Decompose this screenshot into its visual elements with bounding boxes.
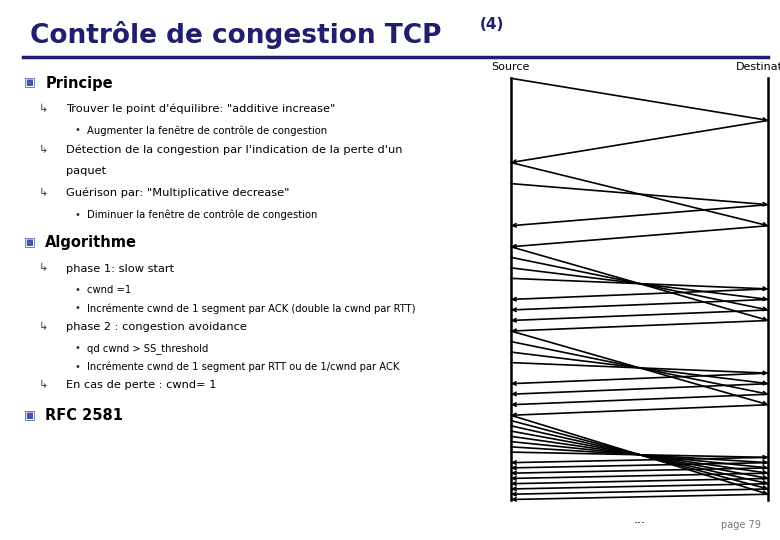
Text: Algorithme: Algorithme: [45, 235, 137, 251]
Text: ↳: ↳: [39, 264, 48, 274]
Text: page 79: page 79: [721, 520, 760, 530]
Text: ↳: ↳: [39, 188, 48, 198]
Text: ...: ...: [633, 513, 646, 526]
Text: Incrémente cwnd de 1 segment par ACK (double la cwnd par RTT): Incrémente cwnd de 1 segment par ACK (do…: [87, 303, 416, 314]
Text: •: •: [74, 210, 80, 220]
Text: ▣: ▣: [23, 76, 35, 89]
Text: ▣: ▣: [23, 408, 35, 421]
Text: Incrémente cwnd de 1 segment par RTT ou de 1/cwnd par ACK: Incrémente cwnd de 1 segment par RTT ou …: [87, 362, 399, 372]
Text: qd cwnd > SS_threshold: qd cwnd > SS_threshold: [87, 343, 209, 354]
Text: phase 1: slow start: phase 1: slow start: [66, 264, 175, 274]
Text: Détection de la congestion par l'indication de la perte d'un: Détection de la congestion par l'indicat…: [66, 145, 402, 155]
Text: ▣: ▣: [23, 235, 35, 248]
Text: •: •: [74, 285, 80, 295]
Text: ↳: ↳: [39, 145, 48, 155]
Text: phase 2 : congestion avoidance: phase 2 : congestion avoidance: [66, 322, 247, 332]
Text: En cas de perte : cwnd= 1: En cas de perte : cwnd= 1: [66, 380, 217, 390]
Text: Diminuer la fenêtre de contrôle de congestion: Diminuer la fenêtre de contrôle de conge…: [87, 210, 317, 220]
Text: Trouver le point d'équilibre: "additive increase": Trouver le point d'équilibre: "additive …: [66, 104, 335, 114]
Text: •: •: [74, 343, 80, 354]
Text: cwnd =1: cwnd =1: [87, 285, 132, 295]
Text: paquet: paquet: [66, 166, 106, 177]
Text: Guérison par: "Multiplicative decrease": Guérison par: "Multiplicative decrease": [66, 188, 290, 198]
Text: Contrôle de congestion TCP: Contrôle de congestion TCP: [30, 21, 441, 49]
Text: Source: Source: [491, 62, 530, 72]
Text: Principe: Principe: [45, 76, 113, 91]
Text: ↳: ↳: [39, 104, 48, 114]
Text: ↳: ↳: [39, 322, 48, 332]
Text: •: •: [74, 125, 80, 136]
Text: Augmenter la fenêtre de contrôle de congestion: Augmenter la fenêtre de contrôle de cong…: [87, 125, 328, 136]
Text: ↳: ↳: [39, 380, 48, 390]
Text: •: •: [74, 303, 80, 314]
Text: Destination: Destination: [736, 62, 780, 72]
Text: •: •: [74, 362, 80, 372]
Text: (4): (4): [480, 17, 504, 32]
Text: RFC 2581: RFC 2581: [45, 408, 123, 423]
